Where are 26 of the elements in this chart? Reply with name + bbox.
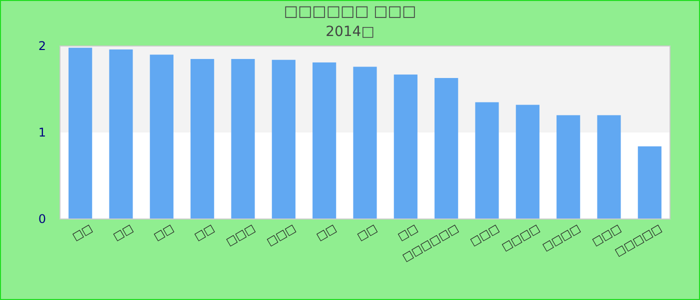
bar bbox=[394, 74, 418, 219]
y-tick-label: 2 bbox=[38, 38, 46, 53]
bar bbox=[312, 62, 336, 219]
y-tick-label: 1 bbox=[38, 125, 46, 140]
bar bbox=[150, 54, 174, 219]
bar bbox=[638, 146, 662, 219]
bar bbox=[109, 49, 133, 219]
bar bbox=[556, 115, 580, 219]
x-tick-label: □□ bbox=[192, 222, 217, 244]
x-tick-label: □□ bbox=[70, 222, 95, 244]
bar bbox=[353, 66, 377, 219]
bar bbox=[475, 102, 499, 219]
bar bbox=[68, 48, 92, 219]
y-tick-label: 0 bbox=[38, 212, 46, 226]
bar bbox=[272, 60, 296, 219]
bar bbox=[516, 104, 540, 219]
chart-subtitle: 2014□ bbox=[326, 24, 374, 40]
bar bbox=[190, 58, 214, 219]
chart-title: □□□□□□ □□□ bbox=[284, 2, 416, 20]
bar bbox=[597, 115, 621, 219]
x-tick-label: □□ bbox=[314, 222, 339, 244]
bar bbox=[231, 58, 255, 219]
x-tick-label: □□ bbox=[110, 222, 136, 244]
bar bbox=[434, 78, 458, 219]
x-tick-label: □□ bbox=[152, 222, 176, 244]
x-tick-label: □□ bbox=[354, 222, 380, 244]
